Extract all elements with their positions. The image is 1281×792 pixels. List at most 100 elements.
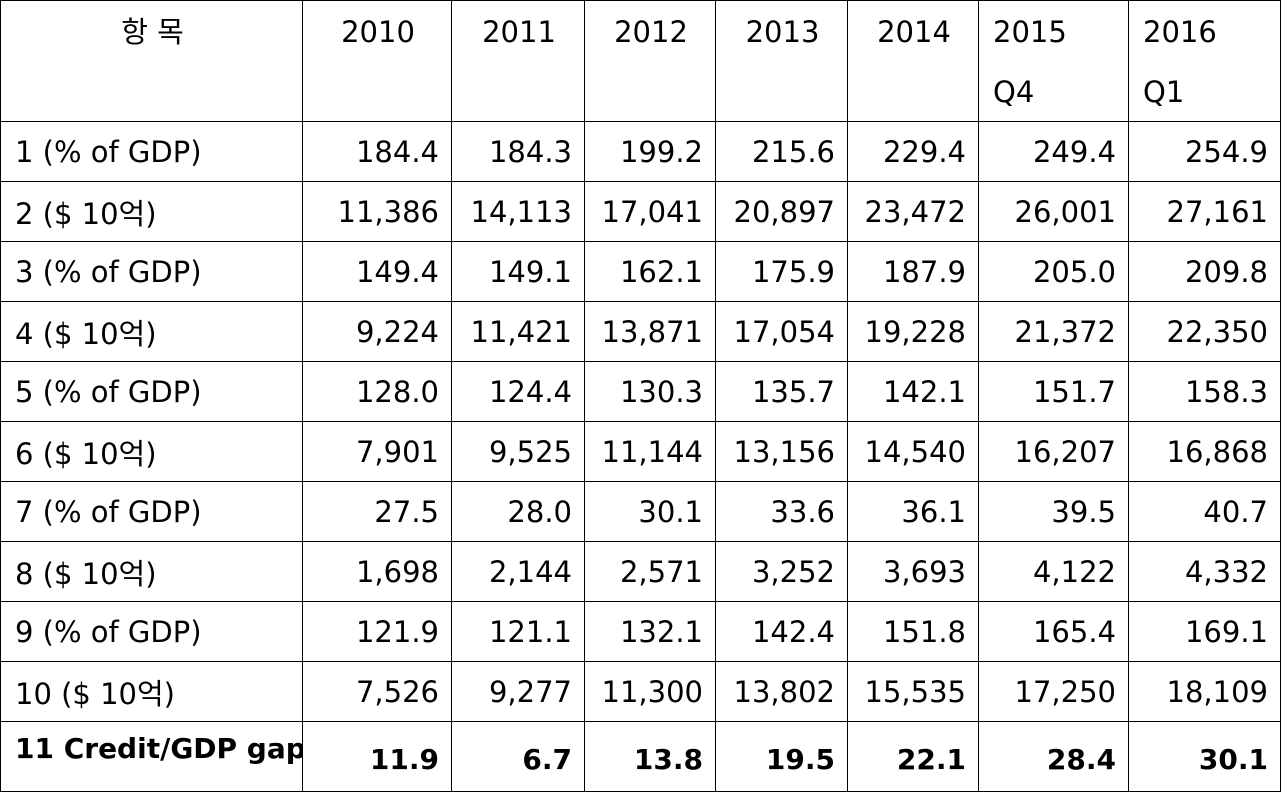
table-cell: 162.1 — [584, 241, 716, 302]
table-cell: 149.1 — [451, 241, 585, 302]
table-cell: 20,897 — [715, 181, 848, 242]
table-cell: 229.4 — [847, 121, 979, 182]
table-cell: 27.5 — [302, 481, 452, 542]
table-cell: 23,472 — [847, 181, 979, 242]
table-cell: 13.8 — [584, 721, 716, 792]
table-cell: 16,868 — [1128, 421, 1281, 482]
table-cell: 124.4 — [451, 361, 585, 422]
table-cell: 209.8 — [1128, 241, 1281, 302]
table-cell: 6.7 — [451, 721, 585, 792]
table-cell: 9,277 — [451, 661, 585, 722]
table-cell: 151.7 — [978, 361, 1129, 422]
table-cell: 15,535 — [847, 661, 979, 722]
table-row: 6 ($ 10억) 7,901 9,525 11,144 13,156 14,540 16,… — [0, 421, 1281, 482]
table-cell: 30.1 — [1128, 721, 1281, 792]
table-row: 1 (% of GDP) 184.4 184.3 199.2 215.6 229.4 249… — [0, 121, 1281, 182]
table-row: 5 (% of GDP) 128.0 124.4 130.3 135.7 142.1 151… — [0, 361, 1281, 422]
table-cell: 19,228 — [847, 301, 979, 362]
table-cell: 132.1 — [584, 601, 716, 662]
table-cell: 14,113 — [451, 181, 585, 242]
table-row: 4 ($ 10억) 9,224 11,421 13,871 17,054 19,228 21… — [0, 301, 1281, 362]
table-cell: 249.4 — [978, 121, 1129, 182]
table-cell: 22.1 — [847, 721, 979, 792]
table-cell: 169.1 — [1128, 601, 1281, 662]
table-cell: 9,224 — [302, 301, 452, 362]
table-cell: 17,054 — [715, 301, 848, 362]
table-row: 7 (% of GDP) 27.5 28.0 30.1 33.6 36.1 39.5 40.7 — [0, 481, 1281, 542]
table-cell: 7,526 — [302, 661, 452, 722]
table-cell: 142.4 — [715, 601, 848, 662]
table-cell: 36.1 — [847, 481, 979, 542]
table-body: 1 (% of GDP) 184.4 184.3 199.2 215.6 229.4 249… — [0, 121, 1281, 792]
table-cell: 19.5 — [715, 721, 848, 792]
table-cell: 7,901 — [302, 421, 452, 482]
row-label: 10 ($ 10억) — [0, 661, 303, 722]
table-row: 8 ($ 10억) 1,698 2,144 2,571 3,252 3,693 4,122 4… — [0, 541, 1281, 602]
header-row: 항 목 2010 2011 2012 2013 2014 2015 Q4 201… — [0, 0, 1281, 122]
table-row: 9 (% of GDP) 121.9 121.1 132.1 142.4 151.8 165… — [0, 601, 1281, 662]
table-cell: 142.1 — [847, 361, 979, 422]
row-label: 2 ($ 10억) — [0, 181, 303, 242]
table-cell: 13,871 — [584, 301, 716, 362]
header-year: 2011 — [451, 0, 585, 122]
row-label: 1 (% of GDP) — [0, 121, 303, 182]
header-year: 2013 — [715, 0, 848, 122]
table-cell: 11,386 — [302, 181, 452, 242]
table-cell: 11,421 — [451, 301, 585, 362]
table-cell: 254.9 — [1128, 121, 1281, 182]
table-cell: 2,144 — [451, 541, 585, 602]
table-cell: 11,300 — [584, 661, 716, 722]
row-label: 4 ($ 10억) — [0, 301, 303, 362]
table-cell: 11.9 — [302, 721, 452, 792]
table-cell: 184.4 — [302, 121, 452, 182]
header-year: 2010 — [302, 0, 452, 122]
header-year-quarter: 2015 Q4 — [978, 0, 1129, 122]
table-cell: 18,109 — [1128, 661, 1281, 722]
header-year: 2014 — [847, 0, 979, 122]
table-cell: 135.7 — [715, 361, 848, 422]
table-cell: 21,372 — [978, 301, 1129, 362]
table-cell: 130.3 — [584, 361, 716, 422]
table-cell: 3,693 — [847, 541, 979, 602]
table-cell: 4,122 — [978, 541, 1129, 602]
table-row: 2 ($ 10억) 11,386 14,113 17,041 20,897 23,472 2… — [0, 181, 1281, 242]
table-cell: 26,001 — [978, 181, 1129, 242]
table-cell: 184.3 — [451, 121, 585, 182]
table-cell: 40.7 — [1128, 481, 1281, 542]
table-cell: 14,540 — [847, 421, 979, 482]
table-cell: 215.6 — [715, 121, 848, 182]
table-header: 항 목 2010 2011 2012 2013 2014 2015 Q4 201… — [0, 0, 1281, 122]
table-cell: 3,252 — [715, 541, 848, 602]
table-cell: 2,571 — [584, 541, 716, 602]
row-label: 6 ($ 10억) — [0, 421, 303, 482]
table-cell: 1,698 — [302, 541, 452, 602]
table-cell: 22,350 — [1128, 301, 1281, 362]
table-cell: 9,525 — [451, 421, 585, 482]
table-cell: 128.0 — [302, 361, 452, 422]
header-year: 2012 — [584, 0, 716, 122]
table-cell: 121.9 — [302, 601, 452, 662]
table-cell: 158.3 — [1128, 361, 1281, 422]
row-label: 5 (% of GDP) — [0, 361, 303, 422]
table-cell: 149.4 — [302, 241, 452, 302]
row-label: 8 ($ 10억) — [0, 541, 303, 602]
table-cell: 199.2 — [584, 121, 716, 182]
row-label: 9 (% of GDP) — [0, 601, 303, 662]
table-cell: 165.4 — [978, 601, 1129, 662]
table-cell: 187.9 — [847, 241, 979, 302]
table-cell: 4,332 — [1128, 541, 1281, 602]
table-cell: 11,144 — [584, 421, 716, 482]
table-cell: 27,161 — [1128, 181, 1281, 242]
table-cell: 16,207 — [978, 421, 1129, 482]
row-label: 3 (% of GDP) — [0, 241, 303, 302]
table-cell: 13,156 — [715, 421, 848, 482]
table-row: 11 Credit/GDP gap 11.9 6.7 13.8 19.5 22.1 28.4… — [0, 721, 1281, 792]
table-row: 10 ($ 10억) 7,526 9,277 11,300 13,802 15,535 17… — [0, 661, 1281, 722]
table-cell: 151.8 — [847, 601, 979, 662]
table-cell: 17,041 — [584, 181, 716, 242]
table-cell: 33.6 — [715, 481, 848, 542]
table-cell: 205.0 — [978, 241, 1129, 302]
table-cell: 13,802 — [715, 661, 848, 722]
table-cell: 17,250 — [978, 661, 1129, 722]
